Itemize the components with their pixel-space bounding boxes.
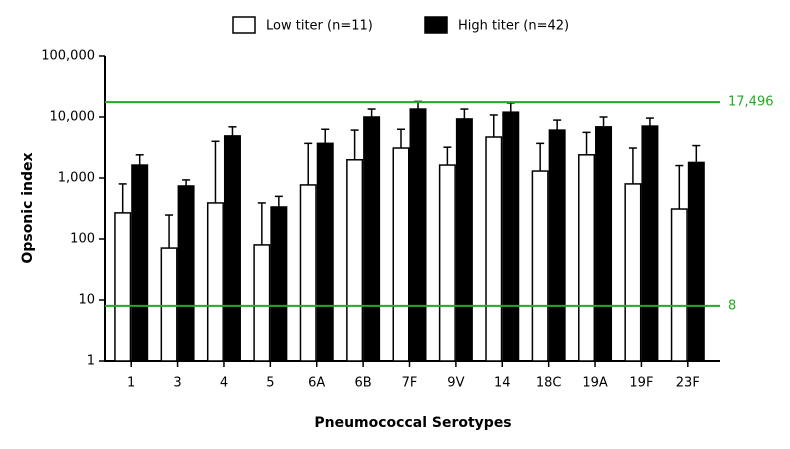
reference-label: 8: [728, 298, 736, 313]
bar: [409, 108, 427, 362]
y-tick-label: 10: [78, 293, 95, 308]
reference-label: 17,496: [728, 95, 774, 110]
bar: [392, 147, 410, 362]
x-tick-label: 6A: [308, 376, 325, 391]
bar: [438, 164, 456, 362]
x-tick-label: 14: [494, 376, 511, 391]
bar: [114, 212, 132, 362]
x-tick-label: 9V: [447, 376, 464, 391]
x-tick-label: 1: [127, 376, 135, 391]
bar: [502, 111, 520, 362]
x-tick-label: 4: [220, 376, 228, 391]
bar: [624, 183, 642, 362]
bar: [687, 161, 705, 362]
y-axis-title: Opsonic index: [20, 152, 36, 263]
x-tick-label: 3: [173, 376, 181, 391]
bar: [160, 247, 178, 362]
bar: [223, 135, 241, 362]
y-tick-label: 1: [87, 354, 95, 369]
bar: [177, 185, 195, 362]
x-tick-label: 5: [266, 376, 274, 391]
bar: [531, 170, 549, 362]
bar: [548, 129, 566, 362]
bar: [253, 244, 271, 362]
bar: [363, 116, 381, 362]
legend-label: Low titer (n=11): [266, 19, 373, 34]
x-tick-label: 19F: [629, 376, 653, 391]
legend-swatch: [424, 16, 448, 34]
bar: [270, 206, 288, 362]
x-tick-label: 7F: [402, 376, 418, 391]
bar: [595, 126, 613, 362]
bar: [485, 136, 503, 362]
y-tick-label: 100,000: [41, 49, 95, 64]
bar: [206, 202, 224, 362]
y-tick-label: 10,000: [50, 110, 96, 125]
bar: [670, 208, 688, 362]
bar: [578, 154, 596, 362]
legend-swatch: [232, 16, 256, 34]
x-tick-label: 19A: [582, 376, 608, 391]
bar: [641, 125, 659, 362]
bar: [131, 164, 149, 362]
x-axis-title: Pneumococcal Serotypes: [314, 415, 511, 431]
bar: [346, 159, 364, 362]
x-tick-label: 18C: [536, 376, 562, 391]
legend-label: High titer (n=42): [458, 19, 569, 34]
bar: [299, 184, 317, 362]
x-tick-label: 23F: [676, 376, 700, 391]
y-tick-label: 100: [70, 232, 95, 247]
y-tick-label: 1,000: [58, 171, 95, 186]
x-tick-label: 6B: [355, 376, 372, 391]
bar: [455, 118, 473, 362]
bar: [316, 142, 334, 362]
